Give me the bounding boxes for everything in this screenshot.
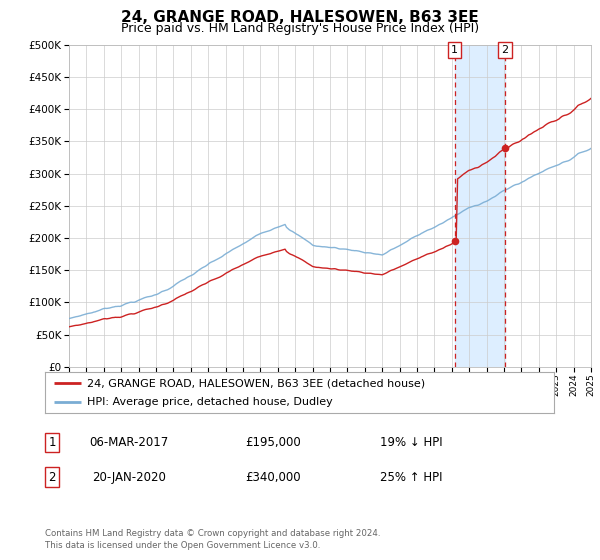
Text: £340,000: £340,000	[245, 470, 301, 484]
Text: 19% ↓ HPI: 19% ↓ HPI	[380, 436, 442, 449]
Text: 20-JAN-2020: 20-JAN-2020	[92, 470, 166, 484]
Text: £195,000: £195,000	[245, 436, 301, 449]
Text: This data is licensed under the Open Government Licence v3.0.: This data is licensed under the Open Gov…	[45, 541, 320, 550]
Text: 2: 2	[49, 470, 56, 484]
Bar	[455, 45, 505, 367]
Text: 25% ↑ HPI: 25% ↑ HPI	[380, 470, 442, 484]
Text: 24, GRANGE ROAD, HALESOWEN, B63 3EE (detached house): 24, GRANGE ROAD, HALESOWEN, B63 3EE (det…	[87, 379, 425, 388]
Text: 1: 1	[49, 436, 56, 449]
Text: Contains HM Land Registry data © Crown copyright and database right 2024.: Contains HM Land Registry data © Crown c…	[45, 529, 380, 538]
Text: 06-MAR-2017: 06-MAR-2017	[89, 436, 169, 449]
Text: HPI: Average price, detached house, Dudley: HPI: Average price, detached house, Dudl…	[87, 397, 332, 407]
Text: 1: 1	[451, 45, 458, 55]
Text: Price paid vs. HM Land Registry's House Price Index (HPI): Price paid vs. HM Land Registry's House …	[121, 22, 479, 35]
Text: 2: 2	[502, 45, 508, 55]
Text: 24, GRANGE ROAD, HALESOWEN, B63 3EE: 24, GRANGE ROAD, HALESOWEN, B63 3EE	[121, 10, 479, 25]
